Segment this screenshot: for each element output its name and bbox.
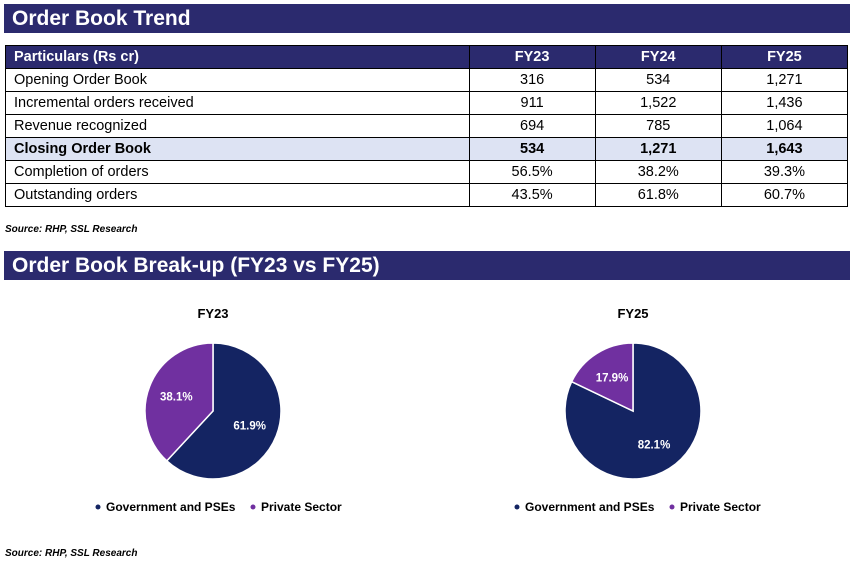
table-row: Opening Order Book 316 534 1,271 — [5, 68, 849, 92]
legend-label: Government and PSEs — [106, 500, 236, 514]
table-cell: 534 — [594, 68, 722, 92]
table-cell: 534 — [468, 137, 596, 161]
table-cell: 43.5% — [468, 183, 596, 207]
table-header-row: Particulars (Rs cr) FY23 FY24 FY25 — [5, 45, 849, 69]
table-cell: 56.5% — [468, 160, 596, 184]
pie-title: FY23 — [197, 306, 228, 321]
table-cell: 911 — [468, 91, 596, 115]
row-label: Closing Order Book — [5, 137, 470, 161]
order-book-trend-title: Order Book Trend — [4, 4, 850, 33]
row-label: Opening Order Book — [5, 68, 470, 92]
row-label: Revenue recognized — [5, 114, 470, 138]
source-note: Source: RHP, SSL Research — [5, 224, 138, 235]
slice-label: 61.9% — [233, 420, 266, 432]
order-book-pie-charts: FY23 61.9% 38.1% Government and PSEs Private… — [95, 306, 761, 514]
legend-marker-government — [514, 504, 520, 510]
table-row: Outstanding orders 43.5% 61.8% 60.7% — [5, 183, 849, 207]
column-header: Particulars (Rs cr) — [5, 45, 470, 69]
pie-title: FY25 — [617, 306, 648, 321]
pie-slice-private — [144, 342, 214, 462]
table-cell: 60.7% — [720, 183, 849, 207]
order-book-breakup-title: Order Book Break-up (FY23 vs FY25) — [4, 251, 850, 280]
table-cell: 694 — [468, 114, 596, 138]
table-cell: 1,271 — [720, 68, 849, 92]
pie-legend: Government and PSEs Private Sector — [95, 500, 342, 514]
slice-label: 82.1% — [638, 439, 671, 451]
column-header: FY23 — [468, 45, 596, 69]
slice-label: 38.1% — [160, 392, 193, 404]
source-note: Source: RHP, SSL Research — [5, 548, 138, 559]
row-label: Outstanding orders — [5, 183, 470, 207]
table-cell: 1,064 — [720, 114, 849, 138]
column-header: FY24 — [594, 45, 722, 69]
table-cell: 38.2% — [594, 160, 722, 184]
legend-label: Private Sector — [261, 500, 342, 514]
legend-marker-private — [669, 504, 675, 510]
table-row: Revenue recognized 694 785 1,064 — [5, 114, 849, 138]
table-cell: 1,522 — [594, 91, 722, 115]
row-label: Completion of orders — [5, 160, 470, 184]
table-cell: 316 — [468, 68, 596, 92]
table-row: Closing Order Book 534 1,271 1,643 — [5, 137, 849, 161]
pie-slice-government — [165, 342, 282, 480]
legend-label: Government and PSEs — [525, 500, 655, 514]
pie-slice-private — [570, 342, 634, 413]
legend-label: Private Sector — [680, 500, 761, 514]
pie-chart-fy23: FY23 61.9% 38.1% Government and PSEs Private… — [95, 306, 342, 514]
pie-legend: Government and PSEs Private Sector — [514, 500, 761, 514]
legend-marker-government — [95, 504, 101, 510]
table-cell: 1,643 — [720, 137, 849, 161]
table-cell: 39.3% — [720, 160, 849, 184]
column-header: FY25 — [720, 45, 849, 69]
order-book-table: Particulars (Rs cr) FY23 FY24 FY25 Openi… — [5, 45, 849, 207]
table-cell: 1,436 — [720, 91, 849, 115]
pie-chart-fy25: FY25 82.1% 17.9% Government and PSEs Private… — [514, 306, 761, 514]
slice-label: 17.9% — [596, 373, 629, 385]
table-row: Incremental orders received 911 1,522 1,436 — [5, 91, 849, 115]
table-row: Completion of orders 56.5% 38.2% 39.3% — [5, 160, 849, 184]
table-cell: 1,271 — [594, 137, 722, 161]
legend-marker-private — [250, 504, 256, 510]
table-cell: 61.8% — [594, 183, 722, 207]
row-label: Incremental orders received — [5, 91, 470, 115]
table-cell: 785 — [594, 114, 722, 138]
